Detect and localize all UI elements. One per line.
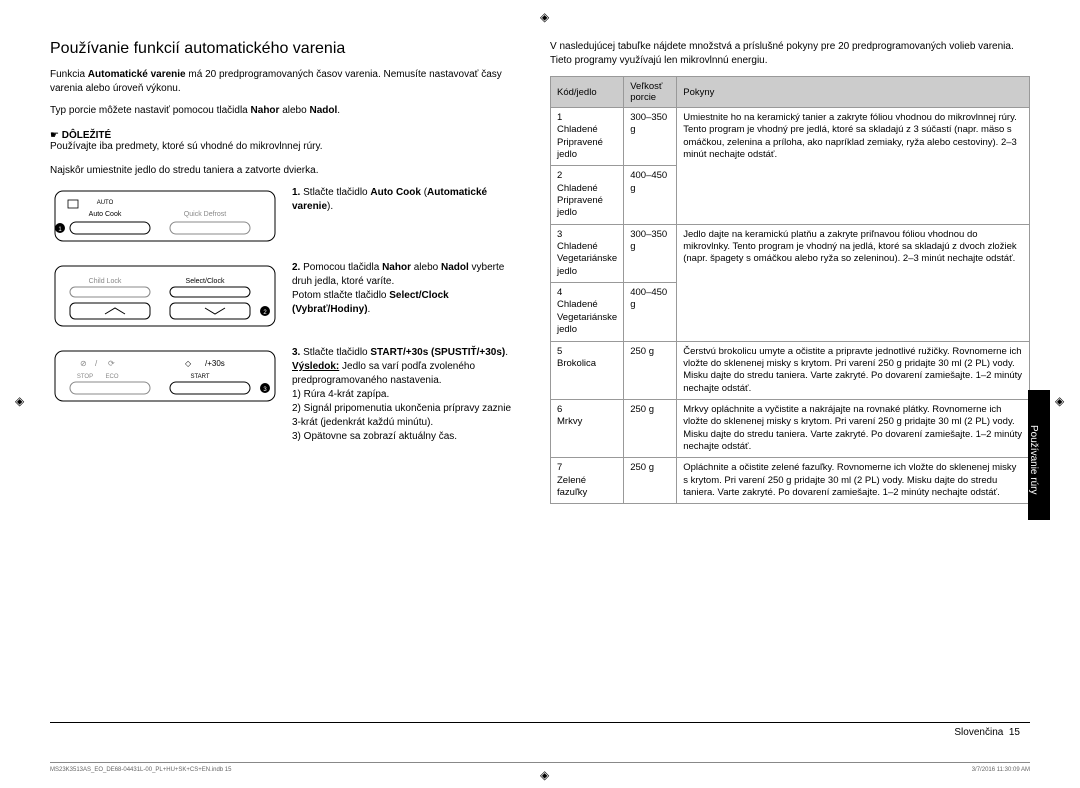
svg-text:/+30s: /+30s — [205, 359, 225, 368]
svg-text:Child Lock: Child Lock — [89, 278, 122, 285]
step-3: ⊘ / ⟳ ◇ /+30s STOP ECO START 3 3. Stlačt… — [50, 346, 520, 444]
svg-text:Auto Cook: Auto Cook — [89, 211, 122, 218]
th-instr: Pokyny — [677, 77, 1030, 108]
reg-mark: ◈ — [540, 768, 550, 778]
th-code: Kód/jedlo — [551, 77, 624, 108]
reg-mark: ◈ — [540, 10, 550, 20]
svg-text:STOP: STOP — [77, 374, 93, 380]
table-intro: V nasledujúcej tabuľke nájdete množstvá … — [550, 40, 1030, 68]
th-size: Veľkosť porcie — [624, 77, 677, 108]
svg-text:◇: ◇ — [185, 359, 192, 368]
table-row: 7Zelenéfazuľky250 gOpláchnite a očistite… — [551, 458, 1030, 504]
control-panel-2: Child Lock Select/Clock 2 — [50, 261, 280, 334]
table-row: 1ChladenéPripravenéjedlo300–350 gUmiestn… — [551, 108, 1030, 166]
intro-2: Typ porcie môžete nastaviť pomocou tlači… — [50, 104, 520, 118]
svg-text:Select/Clock: Select/Clock — [186, 278, 225, 285]
reg-mark: ◈ — [15, 394, 25, 404]
reg-mark: ◈ — [1055, 394, 1065, 404]
table-row: 5Brokolica250 gČerstvú brokolicu umyte a… — [551, 341, 1030, 399]
footer-rule — [50, 722, 1030, 723]
instruction-lead: Najskôr umiestnite jedlo do stredu tanie… — [50, 164, 520, 178]
intro-1: Funkcia Automatické varenie má 20 predpr… — [50, 68, 520, 96]
control-panel-1: AUTO Auto Cook Quick Defrost 1 — [50, 186, 280, 249]
section-tab: Používanie rúry — [1028, 390, 1050, 520]
cooking-table: Kód/jedlo Veľkosť porcie Pokyny 1Chladen… — [550, 76, 1030, 504]
control-panel-3: ⊘ / ⟳ ◇ /+30s STOP ECO START 3 — [50, 346, 280, 409]
table-row: 3ChladenéVegetariánskejedlo300–350 gJedl… — [551, 224, 1030, 282]
svg-text:/: / — [95, 359, 98, 368]
important-note: ☛ DÔLEŽITÉ Používajte iba predmety, ktor… — [50, 130, 520, 152]
step-1: AUTO Auto Cook Quick Defrost 1 1. Stlačt… — [50, 186, 520, 249]
table-row: 6Mrkvy250 gMrkvy opláchnite a vyčistite … — [551, 399, 1030, 457]
svg-text:AUTO: AUTO — [97, 200, 114, 206]
svg-text:Quick Defrost: Quick Defrost — [184, 211, 226, 218]
svg-text:⊘: ⊘ — [80, 359, 87, 368]
svg-text:ECO: ECO — [105, 374, 118, 380]
pointing-icon: ☛ — [50, 130, 59, 141]
page-heading: Používanie funkcií automatického varenia — [50, 40, 520, 58]
svg-text:START: START — [190, 374, 209, 380]
step-2: Child Lock Select/Clock 2 2. Pomocou tla… — [50, 261, 520, 334]
page-footer: Slovenčina 15 — [954, 727, 1020, 738]
svg-text:⟳: ⟳ — [108, 359, 115, 368]
